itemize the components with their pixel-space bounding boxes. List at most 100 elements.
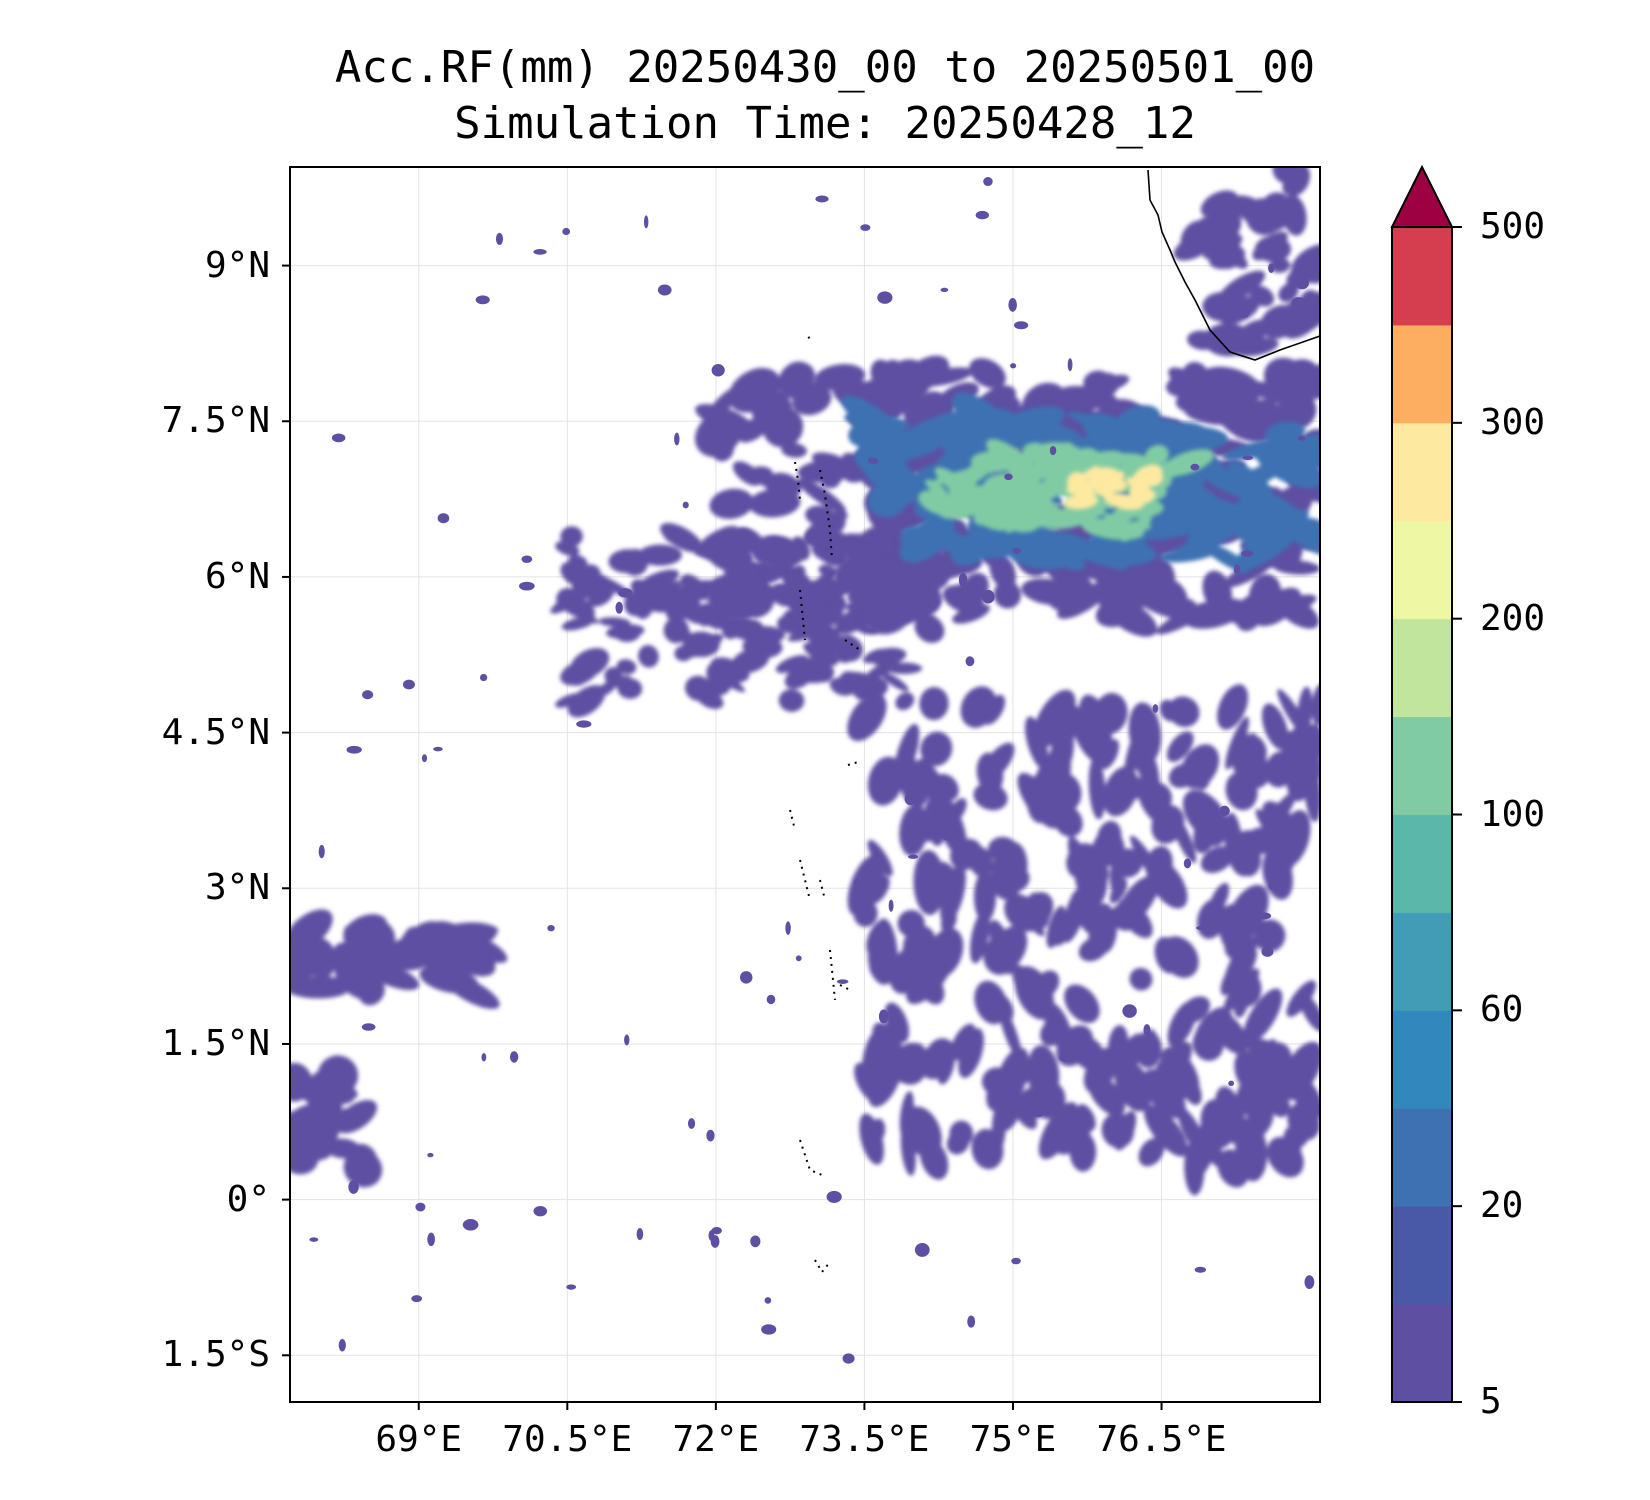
rain-cell [1124, 729, 1142, 783]
rain-speck [785, 921, 791, 935]
rain-cell [915, 612, 940, 633]
rain-speck [1219, 805, 1230, 817]
rain-cell [1221, 940, 1247, 996]
rain-cell [737, 581, 775, 618]
rain-cell [1053, 805, 1083, 837]
rain-cell [1109, 878, 1128, 904]
rain-cell [1067, 411, 1127, 436]
rain-cell [1095, 592, 1144, 628]
colorbar-segment [1392, 912, 1452, 1011]
rain-cell [1233, 337, 1279, 357]
rain-speck [1208, 592, 1217, 605]
rain-speck [519, 581, 535, 591]
rain-cell [1229, 850, 1250, 877]
rain-speck [904, 792, 916, 806]
rain-cell [358, 977, 385, 1006]
rain-speck [1012, 547, 1022, 554]
rain-speck [1005, 586, 1016, 598]
rain-speck [940, 287, 949, 292]
rain-cell [804, 513, 846, 545]
rain-cell [723, 616, 764, 641]
rain-speck [1261, 946, 1274, 957]
rain-cell [1123, 582, 1182, 619]
rain-speck [1011, 1257, 1021, 1265]
rain-cell [1083, 1047, 1119, 1094]
rain-cell [1088, 757, 1106, 820]
rain-cell [950, 533, 990, 566]
lat-label: 9°N [204, 244, 270, 286]
lat-label: 3°N [204, 867, 270, 909]
rain-cell [940, 864, 966, 925]
gridlines [290, 167, 1320, 1402]
rain-speck [975, 210, 989, 220]
rain-speck [706, 1129, 715, 1142]
rain-speck [1030, 1105, 1046, 1118]
rain-cell [290, 980, 349, 999]
rain-cell [1000, 866, 1030, 892]
rain-cell [603, 675, 631, 689]
rain-speck [739, 971, 753, 984]
rain-cell [1281, 730, 1320, 785]
rain-cell [1146, 857, 1188, 909]
rain-speck [711, 364, 725, 377]
rain-cell [695, 411, 742, 457]
rain-speck [1196, 925, 1208, 931]
scattered-rain-specks [309, 177, 1315, 1364]
rain-cell [834, 635, 863, 662]
rain-cell [1046, 905, 1066, 949]
rain-cell [674, 645, 693, 662]
rain-cell [333, 1066, 356, 1087]
rain-cell [660, 523, 703, 553]
rain-speck [1238, 308, 1250, 319]
map-title-line-1: Acc.RF(mm) 20250430_00 to 20250501_00 [334, 42, 1316, 93]
rain-cell [1269, 1057, 1305, 1101]
rain-cell [748, 466, 773, 481]
rain-cell [1227, 512, 1279, 556]
rain-speck [1260, 1104, 1275, 1110]
rain-speck [1078, 731, 1090, 737]
rain-cell [728, 367, 781, 413]
rain-speck [1143, 1024, 1151, 1036]
rain-cell [574, 564, 601, 589]
rain-cell [1066, 482, 1095, 495]
rain-cell [632, 584, 662, 610]
rain-cell [1160, 1047, 1200, 1100]
india-coastline [1147, 169, 1320, 361]
rain-cell [411, 942, 467, 969]
rain-cell [1166, 731, 1194, 762]
rain-speck [1256, 912, 1272, 920]
colorbar-segment [1392, 1108, 1452, 1207]
rain-cell [1141, 782, 1173, 815]
rain-cell [797, 460, 854, 483]
rain-speck [533, 249, 547, 255]
rain-cell [1200, 846, 1234, 873]
rain-speck [433, 746, 443, 752]
rain-cell [864, 658, 899, 681]
rain-speck [1282, 396, 1298, 409]
rain-cell [973, 870, 997, 923]
rain-speck [318, 844, 325, 859]
rain-cell [916, 758, 951, 813]
rain-speck [1067, 358, 1073, 372]
rain-cell [1134, 748, 1152, 771]
rain-cell [688, 585, 712, 601]
rain-cell [902, 925, 936, 962]
rain-speck [479, 673, 488, 682]
colorbar-label: 500 [1480, 206, 1546, 247]
rain-speck [981, 589, 995, 604]
rain-cell [854, 1062, 883, 1103]
rain-cell [991, 1102, 1006, 1153]
colorbar-label: 5 [1480, 1381, 1502, 1422]
rain-cell [694, 525, 739, 556]
rain-speck [566, 1284, 577, 1290]
rain-cell [1025, 716, 1049, 770]
rain-cell [1057, 581, 1112, 619]
rain-cell [1200, 1099, 1236, 1148]
rain-speck [836, 979, 849, 984]
rain-speck [795, 955, 802, 962]
rain-cell [865, 597, 912, 635]
rain-speck [562, 227, 571, 236]
colorbar-segment [1392, 618, 1452, 718]
colorbar-extend-arrow [1390, 164, 1454, 228]
rain-cell [598, 617, 631, 627]
